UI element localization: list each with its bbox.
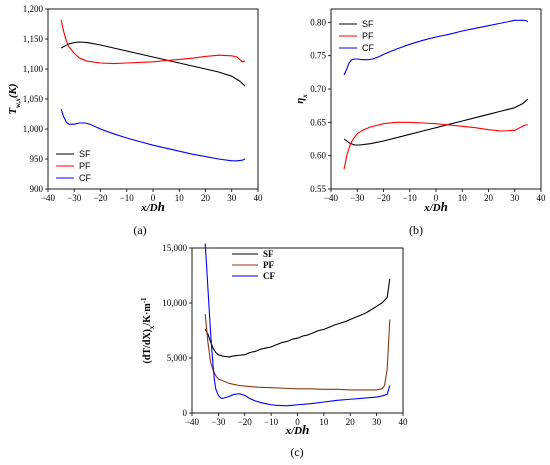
chart-a: −40 −30 −20 −10 0 10 20 30 40 900 950 1,000 1,050 1,1…: [7, 4, 263, 237]
x-tick-label: −10: [120, 193, 135, 203]
x-axis-label: x/Dh: [285, 422, 310, 437]
y-tick-label: 1,200: [23, 4, 44, 14]
legend-label-sf: SF: [362, 19, 374, 29]
x-tick-label: 0: [434, 193, 439, 203]
y-tick-label: 1,100: [23, 64, 44, 74]
y-tick-label: 1,150: [23, 34, 44, 44]
x-tick-label: −40: [324, 193, 339, 203]
x-tick-label: −40: [41, 193, 56, 203]
x-axis-label: x/Dh: [423, 199, 448, 214]
series-line-sf: [204, 278, 391, 358]
legend: SF PF CF: [56, 149, 91, 183]
panel-label: (b): [409, 223, 423, 237]
legend-label-sf: SF: [263, 249, 274, 259]
legend: SF PF CF: [339, 19, 374, 53]
y-tick-label: 950: [30, 154, 44, 164]
x-tick-label: −30: [67, 193, 82, 203]
series-line-cf: [204, 243, 391, 407]
legend-label-cf: CF: [362, 43, 374, 53]
x-tick-label: −30: [211, 417, 226, 427]
panel-label: (c): [290, 445, 303, 459]
series-line-sf: [343, 98, 529, 146]
x-tick-label: 20: [484, 193, 494, 203]
y-tick-label: 0.70: [310, 84, 326, 94]
x-tick-label: 10: [458, 193, 468, 203]
y-tick-label: 900: [30, 184, 44, 194]
x-axis-label: x/Dh: [140, 199, 165, 214]
legend-label-cf: CF: [79, 173, 91, 183]
x-tick-label: 30: [227, 193, 237, 203]
x-tick-label: −10: [264, 417, 279, 427]
x-tick-label: −40: [185, 417, 200, 427]
legend-label-cf: CF: [263, 271, 275, 281]
x-tick-label: 40: [254, 193, 264, 203]
y-tick-label: 0.65: [310, 117, 326, 127]
chart-b: −40 −30 −20 −10 0 10 20 30 40 0.55 0.60 0.65 0.70 0.7…: [294, 8, 547, 237]
x-tick-label: −20: [376, 193, 391, 203]
x-tick-label: 30: [372, 417, 382, 427]
legend-label-pf: PF: [79, 161, 91, 171]
y-tick-label: 1,050: [23, 94, 44, 104]
panel-label: (a): [133, 223, 146, 237]
y-tick-label: 0: [183, 408, 188, 418]
legend-label-sf: SF: [79, 149, 91, 159]
x-tick-label: 30: [510, 193, 520, 203]
y-tick-label: 0.80: [310, 17, 326, 27]
legend-label-pf: PF: [362, 31, 374, 41]
y-axis-label: ηx: [294, 94, 309, 104]
y-tick-label: 10,000: [162, 298, 187, 308]
x-tick-label: 0: [295, 417, 300, 427]
x-tick-label: 20: [201, 193, 211, 203]
y-axis-label: Tw,x(K): [7, 83, 22, 114]
series-line-cf: [60, 109, 246, 162]
x-tick-label: 0: [151, 193, 156, 203]
x-tick-label: 40: [399, 417, 409, 427]
series-line-pf: [204, 313, 391, 391]
x-tick-label: −10: [403, 193, 418, 203]
legend-label-pf: PF: [263, 260, 274, 270]
x-tick-label: 10: [319, 417, 329, 427]
x-tick-label: 10: [175, 193, 185, 203]
y-tick-label: 0.75: [310, 51, 326, 61]
series-line-sf: [60, 41, 246, 87]
x-tick-label: −30: [350, 193, 365, 203]
y-tick-label: 1,000: [23, 124, 44, 134]
y-tick-label: 0.60: [310, 151, 326, 161]
series-line-pf: [343, 121, 528, 170]
x-tick-label: −20: [93, 193, 108, 203]
y-tick-label: 0.55: [310, 184, 326, 194]
y-axis-label: (dT/dX)x/K·m-1: [140, 297, 156, 364]
chart-c: −40 −30 −20 −10 0 10 20 30 40 0 5,000 10,000 15,000 x…: [140, 243, 408, 459]
series-line-pf: [60, 19, 246, 65]
series-line-cf: [343, 19, 529, 76]
x-tick-label: 20: [346, 417, 356, 427]
y-tick-label: 5,000: [167, 353, 188, 363]
x-tick-label: −20: [238, 417, 253, 427]
y-tick-label: 15,000: [162, 243, 187, 253]
x-tick-label: 40: [537, 193, 547, 203]
